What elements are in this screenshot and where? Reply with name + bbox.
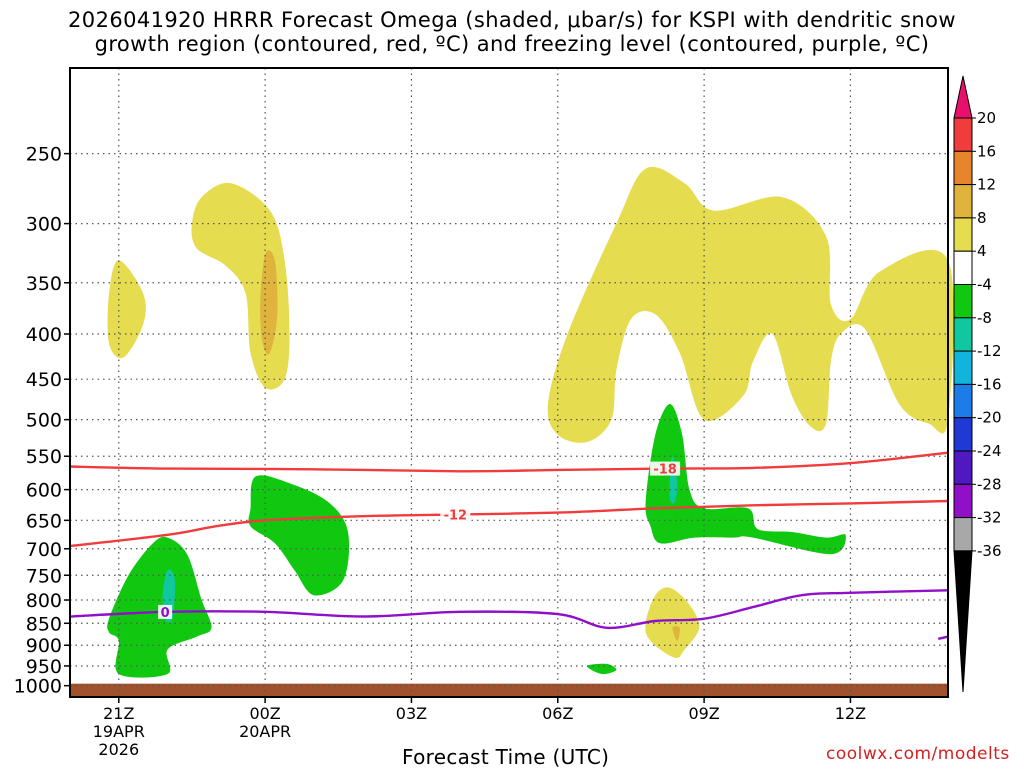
y-tick-label: 750 bbox=[26, 565, 62, 587]
dgz-contour-m18 bbox=[69, 451, 949, 473]
contour-label: -12 bbox=[444, 508, 468, 523]
colorbar-swatch bbox=[953, 450, 973, 485]
colorbar-label: 12 bbox=[977, 176, 996, 194]
colorbar-swatch bbox=[953, 250, 973, 285]
contour-label: -18 bbox=[653, 463, 677, 478]
x-tick-label: 19APR bbox=[93, 722, 145, 741]
y-tick-label: 450 bbox=[26, 369, 62, 391]
colorbar-label: -12 bbox=[977, 342, 1002, 360]
x-tick-label: 00Z bbox=[249, 704, 280, 723]
y-tick-label: 1000 bbox=[14, 676, 62, 698]
omega-region-6 bbox=[248, 475, 350, 596]
colorbar-swatch bbox=[953, 483, 973, 519]
y-tick-label: 950 bbox=[26, 656, 62, 678]
y-tick-label: 850 bbox=[26, 613, 62, 635]
y-tick-label: 600 bbox=[26, 480, 62, 502]
omega-region-3 bbox=[547, 166, 954, 443]
colorbar-label: -28 bbox=[977, 475, 1002, 493]
colorbar-swatch bbox=[953, 317, 973, 352]
contour-label-bg bbox=[440, 507, 471, 522]
y-tick-label: 800 bbox=[26, 590, 62, 612]
colorbar-label: -20 bbox=[977, 409, 1002, 427]
freezing-level-contour bbox=[937, 635, 949, 640]
plot-frame bbox=[69, 67, 949, 698]
colorbar-swatch bbox=[953, 284, 973, 319]
colorbar-label: 4 bbox=[977, 242, 987, 260]
omega-region-2 bbox=[107, 260, 146, 359]
colorbar-label: 20 bbox=[977, 109, 996, 127]
colorbar-label: -32 bbox=[977, 509, 1002, 527]
y-tick-label: 300 bbox=[26, 214, 62, 236]
chart-title-line1: 2026041920 HRRR Forecast Omega (shaded, … bbox=[68, 8, 956, 32]
x-tick-label: 06Z bbox=[542, 704, 573, 723]
colorbar-swatch bbox=[953, 517, 973, 552]
y-tick-label: 250 bbox=[26, 144, 62, 166]
colorbar-label: -4 bbox=[977, 276, 992, 294]
omega-region-7 bbox=[645, 404, 846, 555]
colorbar-swatch bbox=[953, 383, 973, 419]
colorbar-label: -16 bbox=[977, 375, 1002, 393]
colorbar-swatch bbox=[953, 217, 973, 252]
y-tick-label: 900 bbox=[26, 635, 62, 657]
colorbar-swatch bbox=[953, 184, 973, 219]
colorbar-swatch bbox=[953, 417, 973, 452]
y-tick-label: 350 bbox=[26, 273, 62, 295]
omega-region-10 bbox=[672, 626, 680, 641]
colorbar-swatch bbox=[953, 350, 973, 385]
omega-region-11 bbox=[586, 663, 617, 675]
x-tick-label: 09Z bbox=[688, 704, 719, 723]
contour-label-bg bbox=[650, 461, 681, 476]
x-axis-label: Forecast Time (UTC) bbox=[402, 745, 610, 769]
colorbar-label: -8 bbox=[977, 309, 992, 327]
y-tick-label: 400 bbox=[26, 324, 62, 346]
colorbar-swatch bbox=[953, 150, 973, 186]
omega-region-1 bbox=[260, 250, 278, 355]
contour-label-bg bbox=[158, 604, 173, 619]
colorbar-label: -24 bbox=[977, 442, 1002, 460]
x-tick-label: 12Z bbox=[835, 704, 866, 723]
y-tick-label: 500 bbox=[26, 410, 62, 432]
omega-region-9 bbox=[645, 587, 700, 659]
colorbar-label: 16 bbox=[977, 142, 996, 160]
credit-text[interactable]: coolwx.com/modelts bbox=[826, 744, 1010, 764]
colorbar-label: -36 bbox=[977, 542, 1002, 560]
contour-label: 0 bbox=[161, 606, 170, 621]
y-tick-label: 650 bbox=[26, 510, 62, 532]
surface-bar bbox=[71, 683, 947, 696]
x-tick-label: 2026 bbox=[98, 740, 139, 759]
colorbar-swatch bbox=[953, 117, 973, 152]
y-tick-label: 700 bbox=[26, 539, 62, 561]
x-tick-label: 20APR bbox=[239, 722, 291, 741]
colorbar-label: 8 bbox=[977, 209, 987, 227]
colorbar-bottom-arrow bbox=[953, 550, 973, 693]
chart-title-line2: growth region (contoured, red, ºC) and f… bbox=[94, 32, 930, 56]
colorbar-top-arrow bbox=[953, 75, 973, 119]
x-tick-label: 21Z bbox=[103, 704, 134, 723]
y-tick-label: 550 bbox=[26, 446, 62, 468]
x-tick-label: 03Z bbox=[396, 704, 427, 723]
freezing-level-contour bbox=[69, 589, 949, 630]
